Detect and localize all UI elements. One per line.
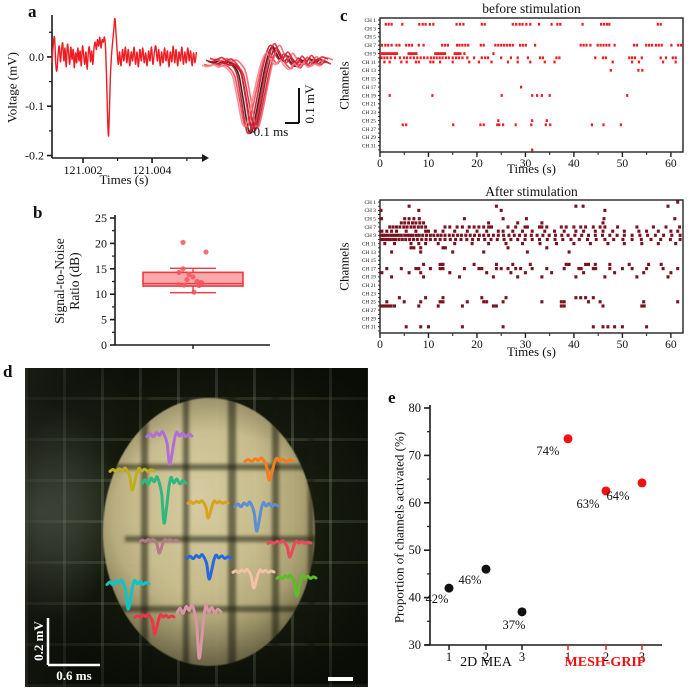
c-after-title: After stimulation: [485, 184, 578, 199]
svg-text:CH 23: CH 23: [362, 110, 377, 116]
svg-text:42%: 42%: [426, 592, 449, 606]
svg-text:0.0: 0.0: [29, 50, 44, 64]
svg-text:50: 50: [409, 543, 422, 557]
c-before-title: before stimulation: [482, 1, 581, 16]
panel-a-label: a: [28, 2, 37, 21]
panel-b-boxplot: 0 5 10 15 20 25: [95, 211, 270, 352]
svg-text:CH 21: CH 21: [362, 102, 377, 108]
svg-text:CH 9: CH 9: [364, 233, 376, 239]
svg-text:CH 25: CH 25: [362, 300, 377, 306]
svg-text:CH 25: CH 25: [362, 118, 377, 124]
svg-text:CH 13: CH 13: [362, 68, 377, 74]
c_before-raster: CH 1 CH 3 CH 5 CH 7 CH 9 CH 11 CH 13 CH 15 CH 17…: [362, 17, 684, 170]
svg-text:40: 40: [409, 591, 422, 605]
d-voltage-scale-label: 0.2 mV: [31, 621, 46, 661]
b-y-axis-label-line2: Ratio (dB): [67, 252, 82, 310]
svg-text:74%: 74%: [537, 444, 560, 458]
panel-d-label: d: [3, 362, 13, 381]
svg-text:CH 15: CH 15: [362, 258, 377, 264]
a-x-axis-label: Times (s): [99, 172, 149, 187]
svg-text:CH 31: CH 31: [362, 325, 377, 331]
svg-text:CH 1: CH 1: [364, 18, 376, 24]
svg-text:CH 19: CH 19: [362, 93, 377, 99]
a-inset-voltage-scale-label: 0.1 mV: [302, 84, 317, 124]
svg-text:0: 0: [101, 338, 107, 352]
svg-text:CH 19: CH 19: [362, 275, 377, 281]
e-group-label-meshgrip: MESH-GRIP: [564, 655, 646, 670]
svg-text:37%: 37%: [503, 618, 526, 632]
svg-text:CH 5: CH 5: [364, 35, 376, 41]
svg-text:CH 5: CH 5: [364, 217, 376, 223]
d-time-scale-label: 0.6 ms: [56, 668, 92, 683]
b-y-axis-label: Signal-to-Noise Ratio (dB): [52, 210, 88, 352]
panel-b-label: b: [33, 203, 43, 222]
svg-text:CH 1: CH 1: [364, 200, 376, 206]
c_after-raster: CH 1 CH 3 CH 5 CH 7 CH 9 CH 11 CH 13 CH 15 CH 17…: [362, 199, 684, 351]
svg-text:64%: 64%: [607, 489, 630, 503]
organoid-mesh-photo: [25, 368, 368, 687]
svg-text:CH 27: CH 27: [362, 308, 377, 314]
c-before-y-axis-label: Channels: [336, 61, 352, 110]
svg-text:60: 60: [409, 496, 422, 510]
svg-text:CH 31: CH 31: [362, 144, 377, 150]
b-y-axis-label-line1: Signal-to-Noise: [52, 238, 67, 324]
panel-e-label: e: [388, 388, 396, 407]
svg-text:CH 17: CH 17: [362, 85, 377, 91]
svg-text:15: 15: [95, 262, 107, 276]
svg-text:46%: 46%: [459, 573, 482, 587]
svg-text:CH 13: CH 13: [362, 250, 377, 256]
svg-text:CH 9: CH 9: [364, 51, 376, 57]
svg-text:30: 30: [409, 638, 422, 652]
c-after-x-axis-label: Times (s): [506, 344, 556, 359]
photo-vignette: [25, 368, 368, 687]
svg-text:25: 25: [95, 211, 107, 225]
svg-text:-0.1: -0.1: [25, 99, 44, 113]
a-y-axis-label: Voltage (mV): [4, 52, 20, 123]
svg-text:CH 7: CH 7: [364, 43, 376, 49]
svg-text:-0.2: -0.2: [25, 149, 44, 163]
a-inset-time-scale-label: 0.1 ms: [253, 124, 289, 139]
svg-text:70: 70: [409, 448, 422, 462]
svg-text:80: 80: [409, 401, 422, 415]
svg-text:5: 5: [101, 313, 107, 327]
svg-text:CH 15: CH 15: [362, 77, 377, 83]
svg-text:CH 11: CH 11: [362, 241, 376, 247]
e-y-axis-label: Proportion of channels activated (%): [391, 431, 407, 624]
svg-text:CH 11: CH 11: [362, 60, 376, 66]
svg-text:CH 27: CH 27: [362, 127, 377, 133]
svg-text:CH 21: CH 21: [362, 283, 377, 289]
c-before-x-axis-label: Times (s): [506, 161, 556, 176]
svg-text:63%: 63%: [577, 497, 600, 511]
svg-text:CH 3: CH 3: [364, 208, 376, 214]
svg-text:CH 29: CH 29: [362, 135, 377, 141]
svg-text:CH 17: CH 17: [362, 266, 377, 272]
svg-text:CH 7: CH 7: [364, 225, 376, 231]
c_before-spike-marks: [379, 22, 683, 152]
e-group-label-2dmea: 2D MEA: [460, 655, 512, 670]
panel-c-label: c: [340, 6, 348, 25]
svg-text:CH 29: CH 29: [362, 316, 377, 322]
svg-text:10: 10: [95, 287, 107, 301]
c-after-y-axis-label: Channels: [336, 242, 352, 291]
c_after-spike-marks: [379, 200, 682, 329]
svg-text:20: 20: [95, 236, 107, 250]
svg-text:CH 23: CH 23: [362, 291, 377, 297]
svg-text:CH 3: CH 3: [364, 26, 376, 32]
